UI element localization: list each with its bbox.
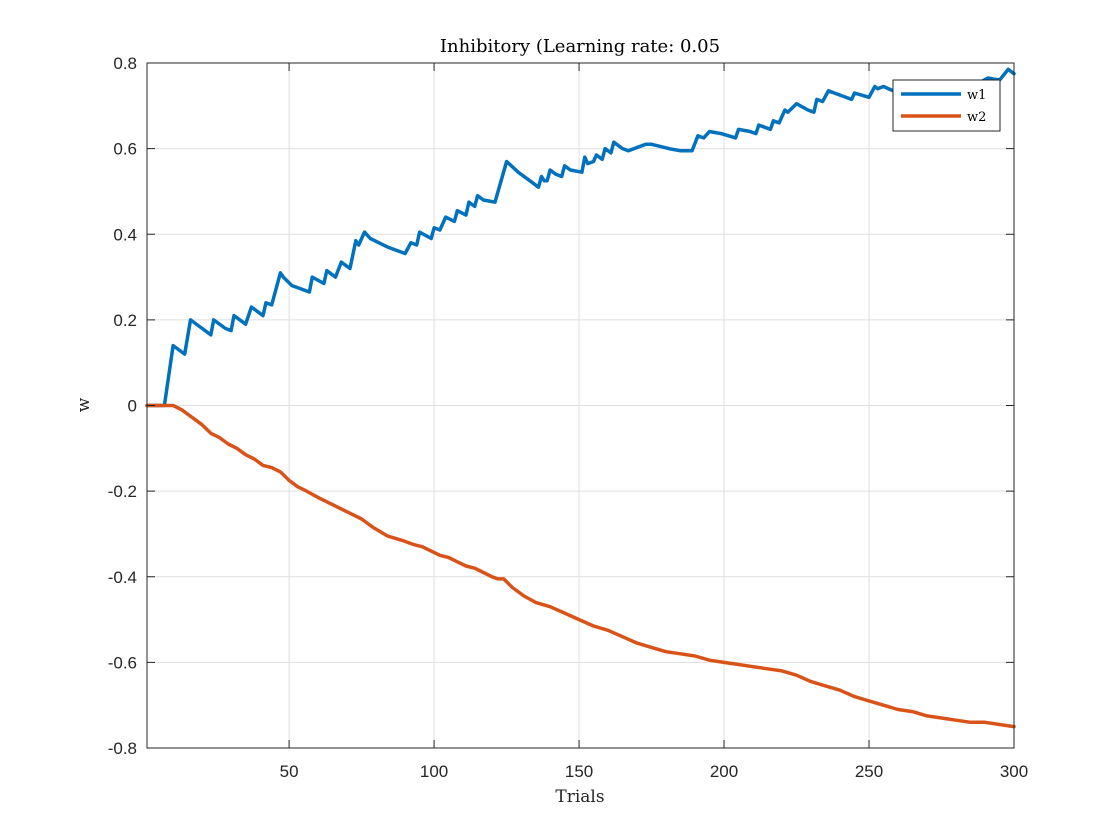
x-axis-label: Trials [555, 787, 604, 807]
legend-label-w2: w2 [967, 110, 986, 125]
x-tick-label: 100 [420, 762, 448, 781]
chart-title: Inhibitory (Learning rate: 0.05 [440, 36, 720, 57]
y-tick-label: -0.4 [108, 568, 137, 587]
series-line-w2 [145, 403, 1016, 729]
y-tick-label: 0.4 [113, 225, 137, 244]
y-axis-label: w [74, 397, 94, 412]
tick-labels: 50 100 150 200 250 300 0.8 0.6 0.4 0.2 0 -0.2 -0.4 -0… [108, 54, 1028, 781]
y-tick-label: -0.8 [108, 739, 137, 758]
x-tick-label: 200 [710, 762, 738, 781]
y-tick-label: 0.8 [113, 54, 137, 73]
legend-box [892, 79, 1001, 132]
y-tick-label: 0.6 [113, 140, 137, 159]
legend-label-w1: w1 [967, 88, 986, 103]
series-line-w1 [145, 67, 1016, 408]
x-tick-label: 150 [565, 762, 593, 781]
legend: w1 w2 [892, 79, 1001, 132]
series-layer [145, 67, 1016, 729]
y-tick-label: -0.2 [108, 482, 137, 501]
ticks [147, 62, 1015, 749]
y-tick-label: 0 [128, 397, 137, 416]
x-tick-label: 250 [855, 762, 883, 781]
y-tick-label: -0.6 [108, 653, 137, 672]
x-tick-label: 300 [1000, 762, 1028, 781]
x-tick-label: 50 [280, 762, 299, 781]
y-tick-label: 0.2 [113, 311, 137, 330]
